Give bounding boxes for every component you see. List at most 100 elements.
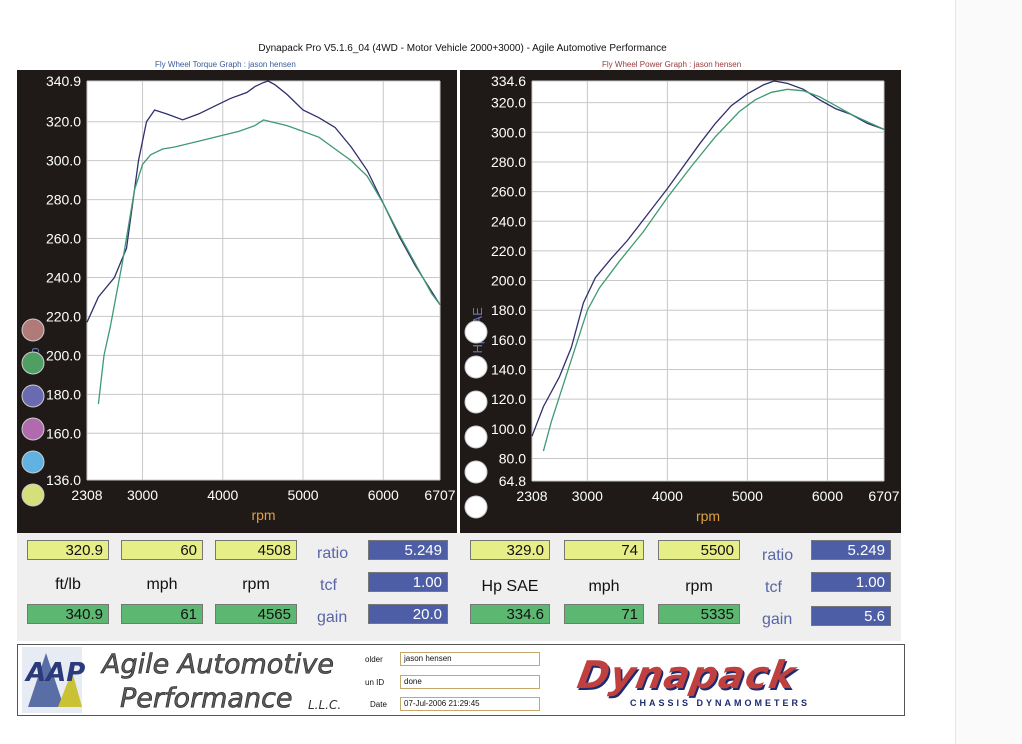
torque-x-tick-label: 6000	[368, 487, 399, 503]
peak-rpm-box-right: 5335	[658, 604, 740, 624]
power-x-axis-label: rpm	[696, 508, 720, 524]
torque-y-tick-label: 280.0	[46, 192, 81, 208]
power-legend-swatch	[464, 460, 488, 484]
power-y-tick-label: 320.0	[491, 95, 526, 111]
power-y-tick-label: 220.0	[491, 243, 526, 259]
power-legend-swatch	[464, 355, 488, 379]
logo-triangle	[28, 653, 64, 707]
torque-x-axis-label: rpm	[251, 507, 275, 523]
torque-legend-swatch	[21, 483, 45, 507]
power-y-tick-label: 180.0	[491, 302, 526, 318]
folder-label: older	[365, 655, 383, 664]
logo-letters: AAP	[24, 658, 85, 688]
gain-value-box: 20.0	[368, 604, 448, 624]
power-chart-panel: 2308 3000 4000 5000 6000 6707 334.6 320.0 300.0 2…	[460, 70, 901, 533]
torque-y-tick-label: 240.0	[46, 269, 81, 285]
peak-power-box: 334.6	[470, 604, 550, 624]
peak-mph-box-right: 71	[564, 604, 644, 624]
tcf-value-box-right: 1.00	[811, 572, 891, 592]
torque-unit-label: ft/lb	[55, 576, 81, 593]
dynapack-tagline: CHASSIS DYNAMOMETERS	[630, 698, 811, 708]
power-y-tick-label: 80.0	[499, 450, 526, 466]
power-unit-label: Hp SAE	[481, 578, 539, 595]
torque-y-tick-label: 180.0	[46, 386, 81, 402]
power-value-box: 329.0	[470, 540, 550, 560]
logo-line1: Agile Automotive	[100, 649, 334, 680]
power-legend-swatch	[464, 320, 488, 344]
ratio-value-box: 5.249	[368, 540, 448, 560]
ratio-label: ratio	[317, 545, 349, 562]
torque-y-tick-label: 220.0	[46, 308, 81, 324]
mph-unit-label: mph	[146, 576, 178, 593]
torque-legend-swatch	[21, 318, 45, 342]
power-y-tick-label: 120.0	[491, 391, 526, 407]
run-id-field: done	[400, 675, 540, 689]
power-y-tick-label: 260.0	[491, 184, 526, 200]
torque-legend-swatch	[21, 351, 45, 375]
tcf-value-box: 1.00	[368, 572, 448, 592]
gain-label-right: gain	[762, 611, 793, 628]
peak-mph-box: 61	[121, 604, 203, 624]
folder-field: jason hensen	[400, 652, 540, 666]
power-legend-swatch	[464, 495, 488, 519]
power-y-tick-label: 200.0	[491, 273, 526, 289]
torque-series-1-line	[86, 80, 441, 323]
gain-label: gain	[317, 609, 348, 626]
torque-y-tick-label: 300.0	[46, 153, 81, 169]
torque-x-tick-label: 6707	[424, 487, 455, 503]
power-legend-swatch	[464, 390, 488, 414]
mph-value-box: 60	[121, 540, 203, 560]
run-id-label: un ID	[365, 678, 385, 687]
ratio-label-right: ratio	[762, 547, 794, 564]
agile-logo-graphic: AAP Agile Automotive Performance L.L.C.	[22, 647, 341, 714]
torque-plot-area	[87, 81, 440, 480]
power-x-tick-label: 6000	[812, 488, 843, 504]
date-label: Date	[370, 700, 387, 709]
tcf-label: tcf	[320, 577, 337, 594]
peak-torque-box: 340.9	[27, 604, 109, 624]
torque-y-tick-label: 200.0	[46, 347, 81, 363]
torque-series-2-line	[97, 119, 441, 405]
power-series-1-line	[531, 80, 885, 437]
torque-y-tick-label: 320.0	[46, 114, 81, 130]
torque-x-tick-label: 5000	[287, 487, 318, 503]
dynapack-logo: Dynapack	[574, 653, 800, 697]
agile-logo: AAP Agile Automotive Performance L.L.C.	[18, 645, 363, 715]
logo-line2: Performance	[120, 683, 293, 714]
power-x-tick-label: 5000	[732, 488, 763, 504]
torque-y-tick-label: 160.0	[46, 425, 81, 441]
power-y-tick-label: 160.0	[491, 332, 526, 348]
torque-y-tick-label: 136.0	[46, 472, 81, 488]
rpm-unit-label: rpm	[242, 576, 270, 593]
mph-unit-label-right: mph	[588, 578, 620, 595]
power-y-tick-label: 280.0	[491, 154, 526, 170]
torque-legend-swatch	[21, 417, 45, 441]
torque-x-tick-label: 2308	[71, 487, 102, 503]
report-title: Dynapack Pro V5.1.6_04 (4WD - Motor Vehi…	[258, 43, 667, 54]
logo-llc: L.L.C.	[308, 698, 341, 712]
gain-value-box-right: 5.6	[811, 606, 891, 626]
power-y-tick-label: 300.0	[491, 124, 526, 140]
scan-edge	[955, 0, 1022, 744]
power-x-tick-label: 6707	[868, 488, 899, 504]
readout-area: 320.9 60 4508 ft/lb mph rpm 340.9 61 456…	[17, 533, 901, 641]
rpm-unit-label-right: rpm	[685, 578, 713, 595]
power-y-tick-label: 100.0	[491, 421, 526, 437]
power-x-tick-label: 2308	[516, 488, 547, 504]
rpm-value-box-right: 5500	[658, 540, 740, 560]
torque-y-tick-label: 260.0	[46, 231, 81, 247]
power-y-tick-label: 64.8	[499, 473, 526, 489]
power-y-tick-label: 334.6	[491, 73, 526, 89]
torque-value-box: 320.9	[27, 540, 109, 560]
power-y-tick-label: 240.0	[491, 213, 526, 229]
torque-graph-subtitle: Fly Wheel Torque Graph : jason hensen	[155, 60, 296, 69]
torque-x-tick-label: 3000	[127, 487, 158, 503]
peak-rpm-box: 4565	[215, 604, 297, 624]
torque-legend-swatch	[21, 450, 45, 474]
torque-chart: 2308 3000 4000 5000 6000 6707 340.9 320.0 300.0 2…	[21, 73, 456, 523]
mph-value-box-right: 74	[564, 540, 644, 560]
ratio-value-box-right: 5.249	[811, 540, 891, 560]
power-series-2-line	[542, 88, 885, 452]
power-graph-subtitle: Fly Wheel Power Graph : jason hensen	[602, 60, 742, 69]
power-chart: 2308 3000 4000 5000 6000 6707 334.6 320.0 300.0 2…	[464, 73, 900, 524]
